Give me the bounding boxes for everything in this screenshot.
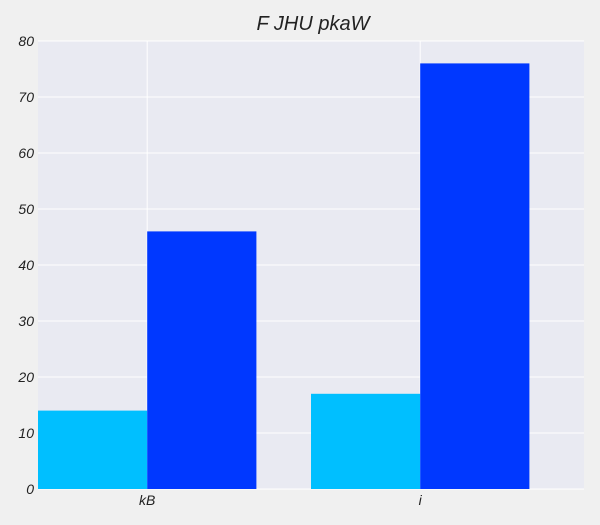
x-axis: kB i (139, 492, 423, 508)
y-tick-label: 40 (18, 257, 34, 273)
y-tick-label: 50 (18, 201, 34, 217)
bar (420, 63, 530, 490)
y-axis: 0 10 20 30 40 50 60 70 80 (17, 33, 34, 497)
x-tick-label: i (419, 492, 423, 508)
y-tick-label: 0 (26, 481, 34, 497)
chart-title: F JHU pkaW (257, 13, 372, 35)
x-tick-label: kB (139, 492, 155, 508)
y-tick-label: 10 (18, 425, 34, 441)
y-tick-label: 70 (18, 89, 34, 105)
y-tick-label: 20 (17, 369, 34, 385)
y-tick-label: 60 (18, 145, 34, 161)
bar (311, 393, 421, 489)
y-tick-label: 80 (18, 33, 34, 49)
y-tick-label: 30 (18, 313, 34, 329)
bar (147, 231, 257, 489)
bar (38, 410, 148, 489)
bar-group (38, 63, 530, 490)
